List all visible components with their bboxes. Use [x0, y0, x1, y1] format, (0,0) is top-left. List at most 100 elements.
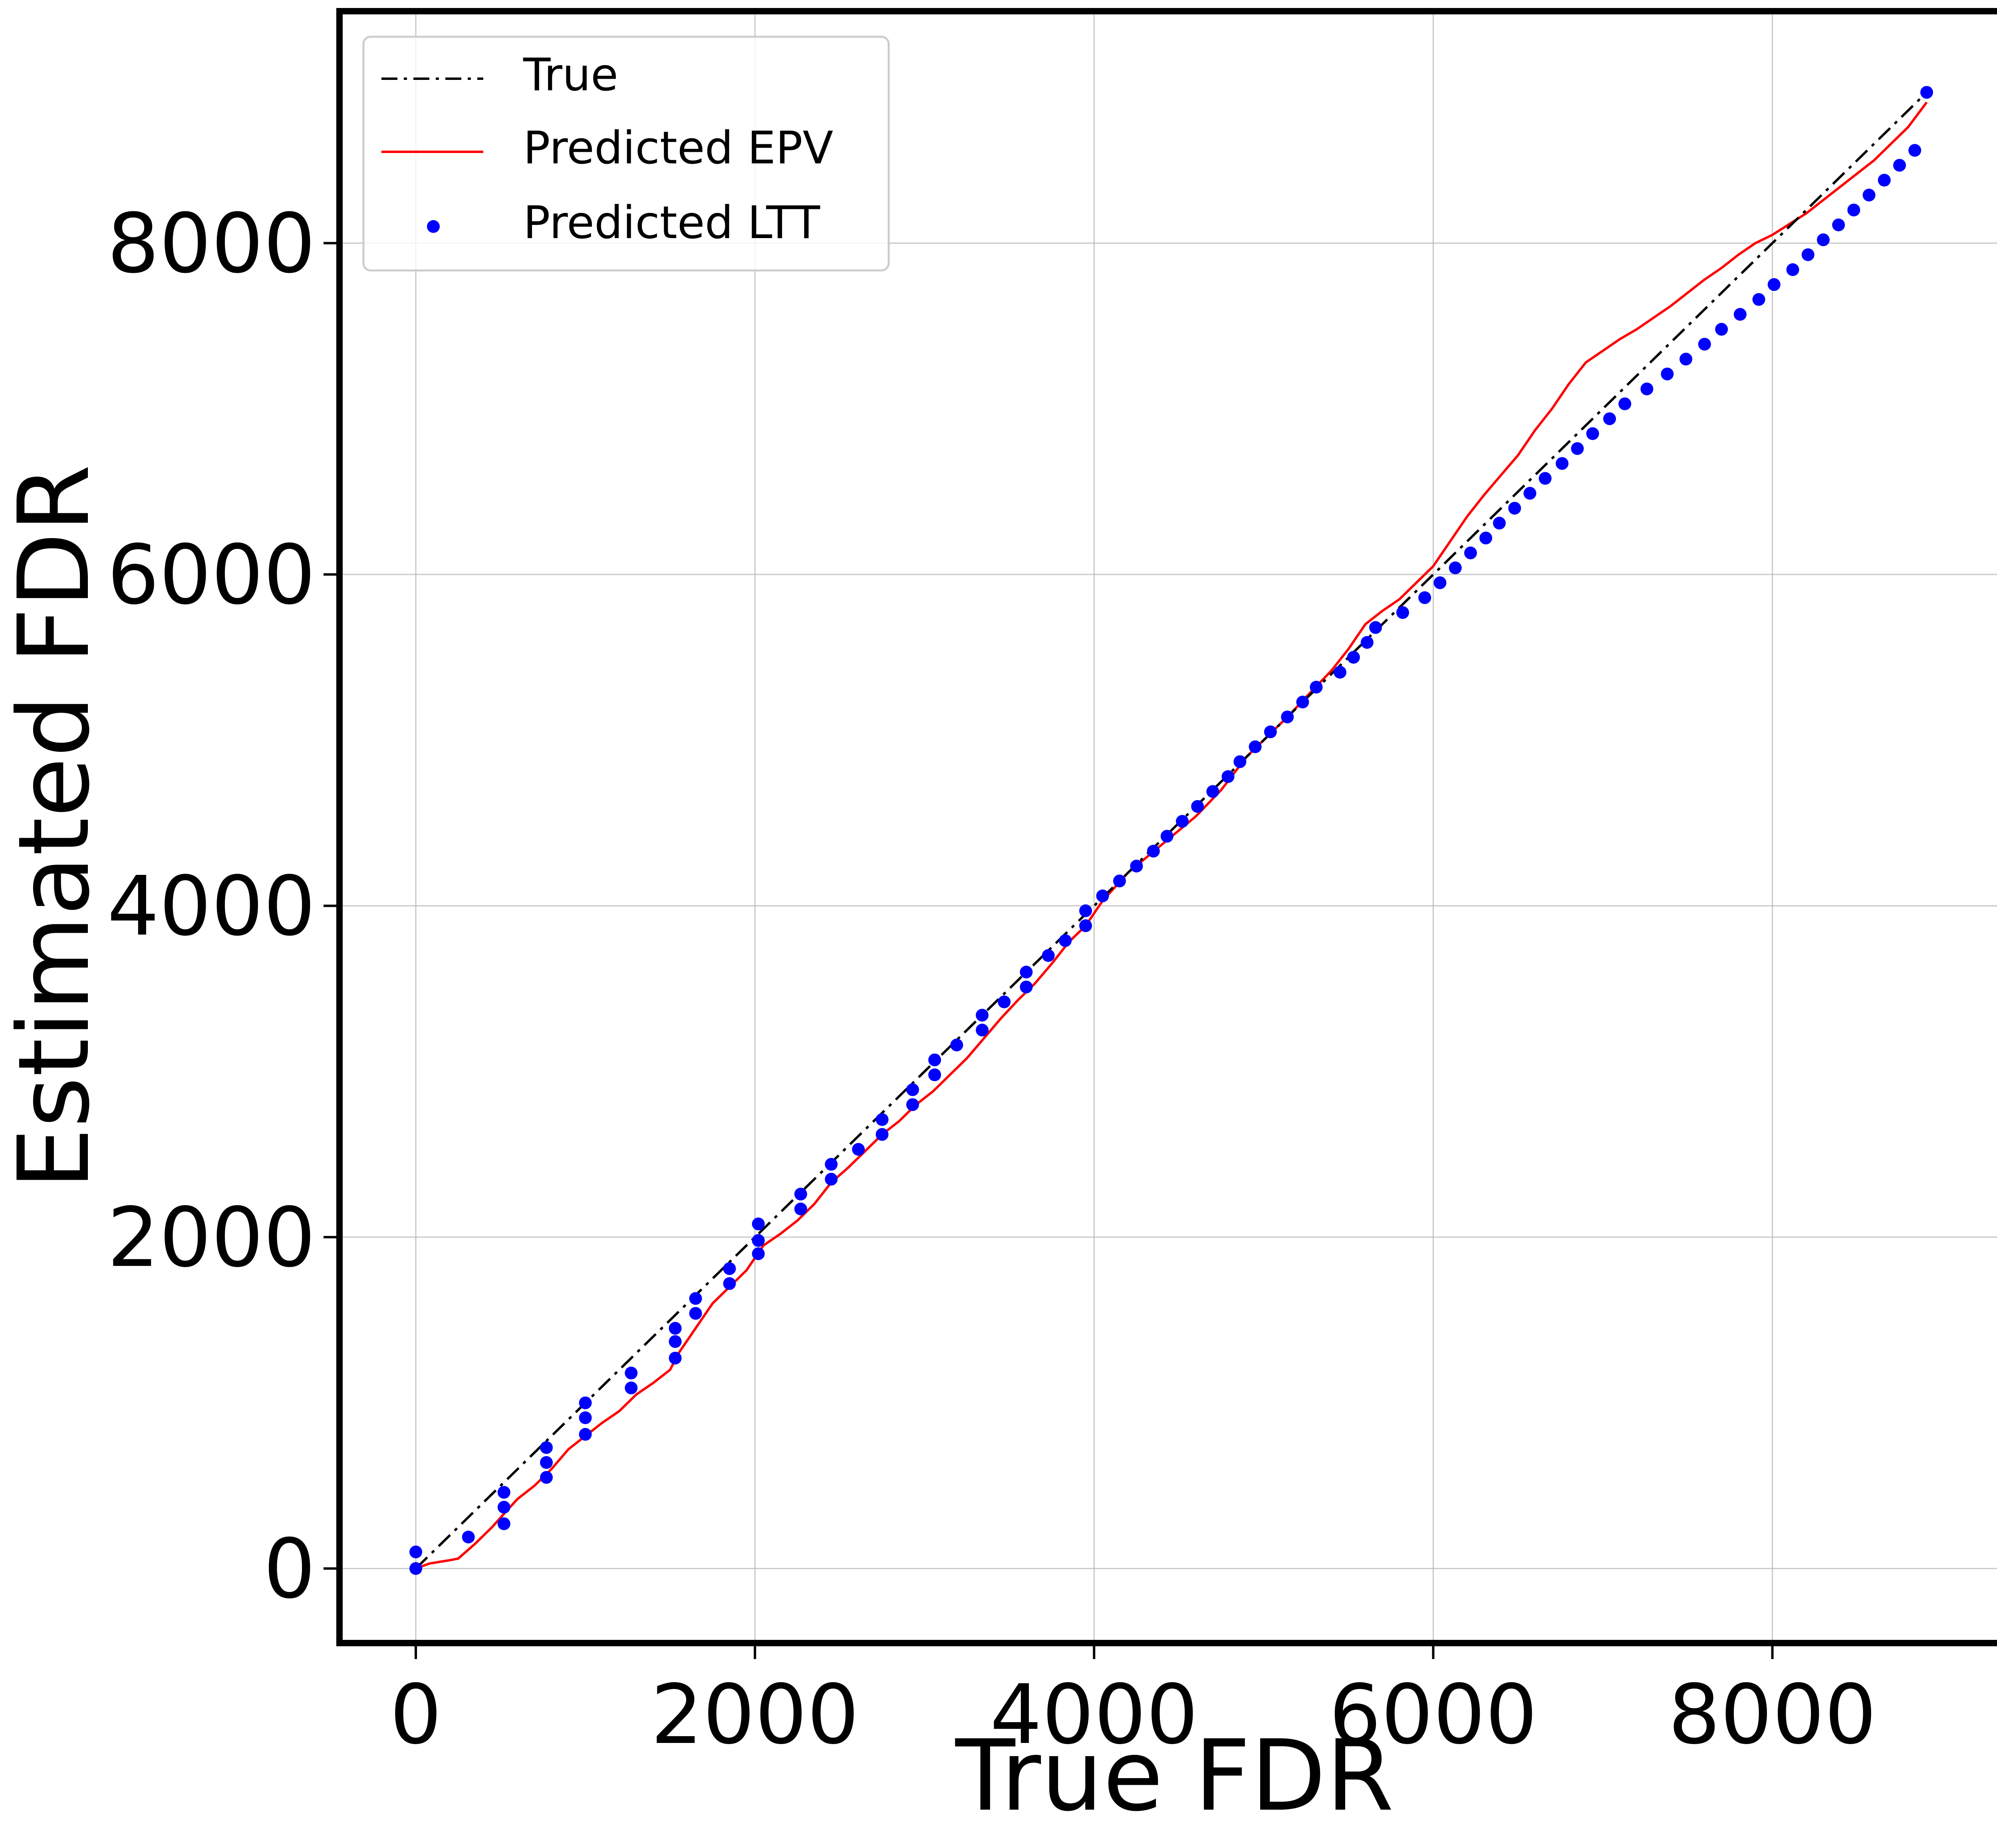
series-predicted-ltt-point: [579, 1428, 592, 1441]
series-predicted-ltt-point: [875, 1128, 889, 1141]
series-predicted-ltt-point: [540, 1456, 553, 1469]
series-predicted-ltt-point: [1369, 621, 1382, 634]
series-predicted-ltt-point: [1508, 502, 1521, 515]
series-predicted-ltt-point: [1221, 770, 1235, 783]
series-predicted-ltt-point: [825, 1158, 838, 1171]
y-tick-label: 6000: [107, 528, 316, 623]
series-predicted-ltt-point: [875, 1113, 889, 1126]
series-predicted-ltt-point: [1523, 487, 1536, 500]
series-predicted-ltt-points: [409, 86, 1933, 1575]
series-predicted-ltt-point: [1786, 263, 1799, 276]
series-predicted-ltt-point: [752, 1234, 765, 1247]
series-predicted-ltt-point: [689, 1292, 702, 1305]
axis-ticks: 0 2000 4000 6000 8000 0 2000 4000 6000 8000: [107, 197, 1876, 1763]
series-predicted-ltt-point: [1176, 815, 1189, 828]
series-predicted-ltt-point: [1096, 889, 1109, 902]
series-predicted-ltt-point: [906, 1083, 919, 1096]
y-tick-label: 0: [264, 1522, 316, 1617]
series-predicted-ltt-point: [1079, 904, 1092, 917]
series-predicted-ltt-point: [825, 1172, 838, 1186]
series-predicted-ltt-point: [669, 1322, 682, 1335]
series-predicted-ltt-point: [1908, 144, 1922, 157]
y-tick-label: 2000: [107, 1190, 316, 1286]
series-predicted-ltt-point: [1296, 695, 1309, 709]
plot-frame: [336, 8, 1997, 1646]
series-predicted-ltt-point: [540, 1441, 553, 1454]
series-predicted-ltt-point: [409, 1562, 423, 1575]
y-axis-label: Estimated FDR: [0, 464, 111, 1189]
series-predicted-ltt-point: [1464, 546, 1477, 560]
series-predicted-ltt-point: [1264, 725, 1277, 738]
legend-true-label: True: [523, 49, 618, 101]
series-predicted-ltt-point: [1233, 755, 1247, 768]
series-predicted-ltt-point: [1079, 919, 1092, 932]
series-predicted-ltt-point: [1147, 845, 1160, 858]
series-predicted-ltt-point: [752, 1217, 765, 1230]
series-predicted-ltt-point: [976, 1009, 989, 1022]
series-predicted-ltt-point: [1249, 740, 1262, 753]
series-predicted-ltt-point: [1893, 159, 1906, 172]
series-predicted-ltt-point: [1862, 189, 1876, 202]
x-axis-label: True FDR: [955, 1719, 1394, 1833]
series-predicted-ltt-point: [579, 1411, 592, 1424]
series-predicted-ltt-point: [540, 1471, 553, 1484]
series-predicted-ltt-point: [1698, 338, 1711, 351]
series-predicted-ltt-point: [1679, 352, 1693, 366]
series-predicted-ltt-point: [1752, 293, 1765, 306]
series-predicted-ltt-point: [1281, 710, 1294, 723]
series-predicted-ltt-point: [906, 1098, 919, 1111]
legend: True Predicted EPV Predicted LTT: [362, 36, 890, 272]
series-predicted-ltt-point: [1360, 636, 1374, 649]
series-predicted-ltt-point: [1191, 800, 1204, 813]
series-predicted-ltt-point: [1538, 472, 1552, 485]
series-predicted-ltt-point: [625, 1381, 638, 1395]
series-predicted-ltt-point: [1160, 830, 1173, 843]
series-predicted-ltt-point: [625, 1367, 638, 1379]
series-predicted-ltt-point: [497, 1486, 510, 1499]
series-predicted-ltt-point: [1832, 219, 1845, 231]
x-tick-label: 4000: [990, 1667, 1198, 1763]
series-predicted-ltt-point: [1130, 860, 1143, 872]
series-predicted-ltt-point: [1847, 203, 1860, 217]
legend-box: [362, 36, 890, 272]
series-predicted-ltt-point: [998, 996, 1011, 1008]
series-predicted-ltt-point: [950, 1038, 963, 1051]
series-predicted-ltt-point: [976, 1023, 989, 1037]
series-predicted-ltt-point: [497, 1500, 510, 1514]
series-predicted-ltt-point: [669, 1351, 682, 1365]
series-predicted-ltt-point: [794, 1188, 807, 1201]
legend-epv-label: Predicted EPV: [523, 122, 833, 174]
series-predicted-ltt-point: [669, 1335, 682, 1348]
x-tick-label: 0: [390, 1667, 442, 1763]
series-predicted-ltt-point: [723, 1277, 736, 1290]
series-predicted-ltt-point: [1479, 531, 1493, 544]
series-predicted-ltt-point: [1618, 397, 1632, 410]
series-predicted-ltt-point: [794, 1202, 807, 1216]
x-tick-label: 6000: [1329, 1667, 1538, 1763]
series-predicted-ltt-point: [1556, 457, 1569, 470]
series-predicted-ltt-point: [689, 1307, 702, 1320]
series-true-line: [415, 91, 1928, 1570]
series-predicted-ltt-point: [852, 1143, 865, 1156]
series-predicted-ltt-point: [928, 1053, 941, 1067]
series-predicted-ltt-point: [1020, 966, 1033, 979]
series-predicted-ltt-point: [1059, 934, 1072, 947]
series-predicted-ltt-point: [1418, 591, 1431, 604]
series-predicted-ltt-point: [1042, 949, 1055, 962]
series-predicted-ltt-point: [752, 1247, 765, 1260]
series-predicted-ltt-point: [1586, 427, 1599, 440]
series-predicted-ltt-point: [1920, 86, 1933, 99]
y-tick-label: 8000: [107, 197, 316, 292]
series-predicted-ltt-point: [1878, 174, 1891, 187]
plot-series: [409, 86, 1933, 1575]
series-predicted-ltt-point: [462, 1530, 475, 1544]
series-predicted-ltt-point: [497, 1517, 510, 1530]
series-predicted-ltt-point: [1206, 785, 1219, 798]
x-tick-label: 8000: [1668, 1667, 1877, 1763]
series-predicted-ltt-point: [1640, 382, 1654, 395]
series-predicted-ltt-point: [1715, 323, 1728, 336]
series-predicted-ltt-point: [1113, 874, 1126, 888]
series-predicted-ltt-point: [1801, 248, 1814, 261]
